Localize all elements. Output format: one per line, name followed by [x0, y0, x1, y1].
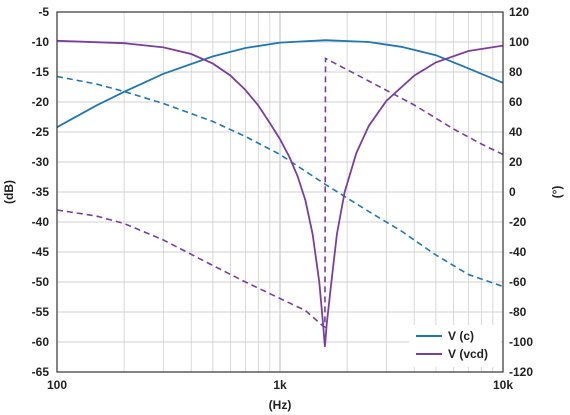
y-left-tick-label: -40 — [32, 215, 50, 229]
y-right-tick-label: -80 — [509, 305, 527, 319]
legend-label-v-vcd: V (vcd) — [448, 347, 488, 361]
y-left-tick-label: -30 — [32, 155, 50, 169]
y-left-tick-label: -25 — [32, 125, 50, 139]
y-axis-right-title: (°) — [550, 186, 564, 199]
y-left-tick-label: -60 — [32, 335, 50, 349]
y-right-tick-label: -40 — [509, 245, 527, 259]
y-right-tick-label: 0 — [509, 185, 516, 199]
y-axis-left-title: (dB) — [2, 180, 16, 204]
y-left-tick-label: -45 — [32, 245, 50, 259]
legend-label-v-c: V (c) — [448, 329, 474, 343]
y-right-tick-label: -120 — [509, 365, 533, 379]
y-left-tick-label: -15 — [32, 65, 50, 79]
y-left-tick-label: -10 — [32, 35, 50, 49]
legend-box — [409, 325, 501, 367]
y-left-tick-label: -5 — [38, 5, 49, 19]
series-magnitude-line-v-vcd — [57, 39, 503, 347]
y-right-tick-label: 60 — [509, 95, 523, 109]
y-left-tick-label: -55 — [32, 305, 50, 319]
y-left-tick-label: -20 — [32, 95, 50, 109]
y-right-tick-label: 100 — [509, 35, 529, 49]
x-tick-label: 100 — [47, 378, 67, 392]
x-axis-title: (Hz) — [269, 398, 292, 412]
tick-labels: -5 -10 -15 -20 -25 -30 -35 -40 -45 -50 -55 -60 -65 12… — [32, 5, 534, 392]
y-right-tick-label: 20 — [509, 155, 523, 169]
y-right-tick-label: -60 — [509, 275, 527, 289]
y-left-tick-label: -50 — [32, 275, 50, 289]
x-tick-label: 10k — [493, 378, 513, 392]
y-right-tick-label: 40 — [509, 125, 523, 139]
y-right-tick-label: 80 — [509, 65, 523, 79]
legend: V (c) V (vcd) — [409, 325, 501, 367]
y-left-tick-label: -65 — [32, 365, 50, 379]
series-phase-line-v-c — [57, 75, 503, 288]
y-right-tick-label: 120 — [509, 5, 529, 19]
series-magnitude-line-v-c — [57, 39, 503, 128]
y-right-tick-label: -20 — [509, 215, 527, 229]
x-tick-label: 1k — [273, 378, 287, 392]
plot-frame — [56, 11, 504, 373]
y-left-tick-label: -35 — [32, 185, 50, 199]
y-right-tick-label: -100 — [509, 335, 533, 349]
grid — [57, 12, 503, 372]
series-layer — [57, 39, 503, 347]
